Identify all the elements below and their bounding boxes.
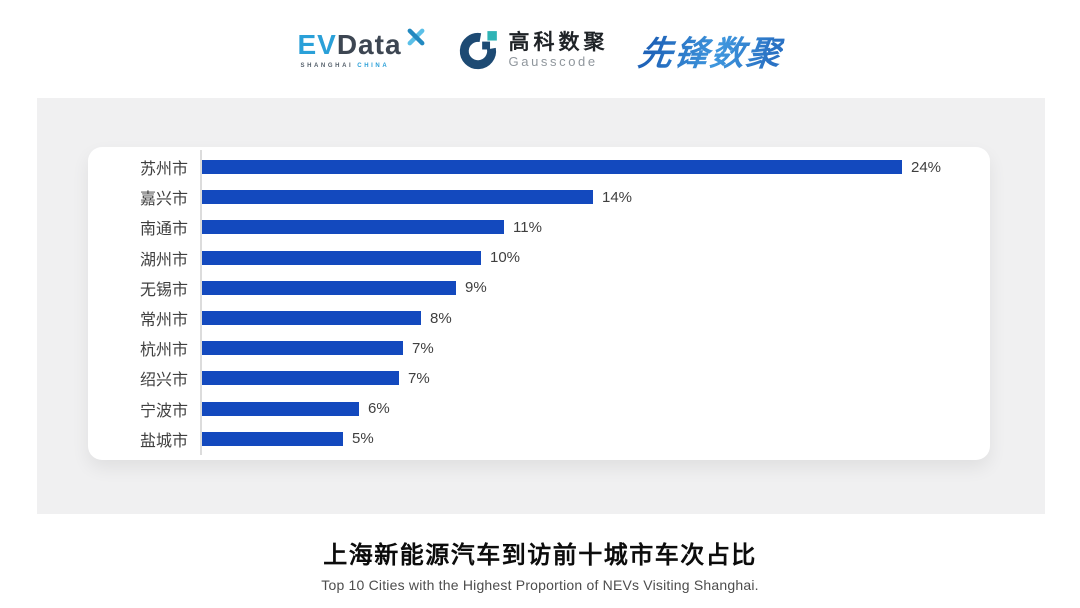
bar xyxy=(202,280,456,295)
y-axis-line xyxy=(200,150,202,455)
gausscode-wordmark: 高科数聚 Gausscode xyxy=(509,31,609,70)
evdata-shanghai-text: SHANGHAI xyxy=(300,63,354,69)
bar-track: 10% xyxy=(200,243,990,273)
bar-track: 6% xyxy=(200,394,990,424)
chart-row: 盐城市 5% xyxy=(88,424,990,454)
bar-track: 24% xyxy=(200,152,990,182)
gausscode-en-text: Gausscode xyxy=(508,53,598,69)
logo-header: EV Data SHANGHAI CHINA 高科数聚 Gausscode 先锋数聚 xyxy=(0,0,1080,98)
evdata-data-text: Data xyxy=(336,29,402,60)
bar xyxy=(202,220,504,235)
caption-block: 上海新能源汽车到访前十城市车次占比 Top 10 Cities with the… xyxy=(0,514,1080,593)
chart-card: 苏州市 24% 嘉兴市 14% 南通市 11% 湖州市 10% 无锡市 9% 常州市 8% 杭州市 7% 绍… xyxy=(88,147,990,460)
chart-subtitle: Top 10 Cities with the Highest Proportio… xyxy=(321,577,759,593)
value-label: 5% xyxy=(352,430,374,448)
bar xyxy=(202,250,481,265)
chart-row: 南通市 11% xyxy=(88,212,990,242)
chart-title: 上海新能源汽车到访前十城市车次占比 xyxy=(323,542,757,569)
chart-row: 宁波市 6% xyxy=(88,394,990,424)
evdata-wordmark: EV Data xyxy=(297,28,427,60)
gausscode-g-icon xyxy=(459,31,497,70)
chart-row: 杭州市 7% xyxy=(88,333,990,363)
city-label: 南通市 xyxy=(139,221,188,239)
chart-row: 湖州市 10% xyxy=(88,243,990,273)
city-label: 湖州市 xyxy=(139,251,188,269)
city-label: 绍兴市 xyxy=(139,372,188,390)
xianfeng-logo: 先锋数聚 xyxy=(635,26,786,75)
bar-track: 9% xyxy=(200,273,990,303)
bar-track: 8% xyxy=(200,303,990,333)
value-label: 7% xyxy=(412,339,434,357)
city-label: 无锡市 xyxy=(139,281,188,299)
value-label: 9% xyxy=(465,279,487,297)
gausscode-logo: 高科数聚 Gausscode xyxy=(458,29,609,71)
bar-track: 14% xyxy=(200,182,990,212)
chart-row: 常州市 8% xyxy=(88,303,990,333)
evdata-logo: EV Data SHANGHAI CHINA xyxy=(297,28,427,69)
bar xyxy=(202,190,593,205)
bar xyxy=(202,371,399,386)
bar-track: 7% xyxy=(200,333,990,363)
chart-panel: 苏州市 24% 嘉兴市 14% 南通市 11% 湖州市 10% 无锡市 9% 常州市 8% 杭州市 7% 绍… xyxy=(37,98,1045,514)
evdata-ev-text: EV xyxy=(297,29,337,60)
evdata-tagline: SHANGHAI CHINA xyxy=(297,63,427,69)
evdata-china-text: CHINA xyxy=(357,63,390,69)
city-label: 杭州市 xyxy=(139,342,188,360)
bar-track: 11% xyxy=(200,212,990,242)
value-label: 6% xyxy=(368,400,390,418)
city-label: 常州市 xyxy=(139,312,188,330)
value-label: 11% xyxy=(513,218,542,236)
chart-row: 嘉兴市 14% xyxy=(88,182,990,212)
bar xyxy=(202,311,421,326)
city-label: 嘉兴市 xyxy=(139,191,188,209)
bar-track: 7% xyxy=(200,363,990,393)
value-label: 7% xyxy=(408,369,430,387)
bar-chart: 苏州市 24% 嘉兴市 14% 南通市 11% 湖州市 10% 无锡市 9% 常州市 8% 杭州市 7% 绍… xyxy=(88,147,990,460)
bar xyxy=(202,160,902,175)
evdata-x-icon xyxy=(407,28,424,46)
bar xyxy=(202,401,359,416)
bar xyxy=(202,431,343,446)
gausscode-cn-text: 高科数聚 xyxy=(508,30,609,54)
chart-row: 苏州市 24% xyxy=(88,152,990,182)
bar xyxy=(202,341,403,356)
chart-row: 绍兴市 7% xyxy=(88,363,990,393)
city-label: 苏州市 xyxy=(139,161,188,179)
chart-rows: 苏州市 24% 嘉兴市 14% 南通市 11% 湖州市 10% 无锡市 9% 常州市 8% 杭州市 7% 绍… xyxy=(88,152,990,454)
value-label: 14% xyxy=(602,188,633,206)
city-label: 盐城市 xyxy=(139,432,188,450)
bar-track: 5% xyxy=(200,424,990,454)
value-label: 8% xyxy=(430,309,452,327)
value-label: 24% xyxy=(911,158,942,176)
value-label: 10% xyxy=(490,249,521,267)
chart-row: 无锡市 9% xyxy=(88,273,990,303)
city-label: 宁波市 xyxy=(139,402,188,420)
